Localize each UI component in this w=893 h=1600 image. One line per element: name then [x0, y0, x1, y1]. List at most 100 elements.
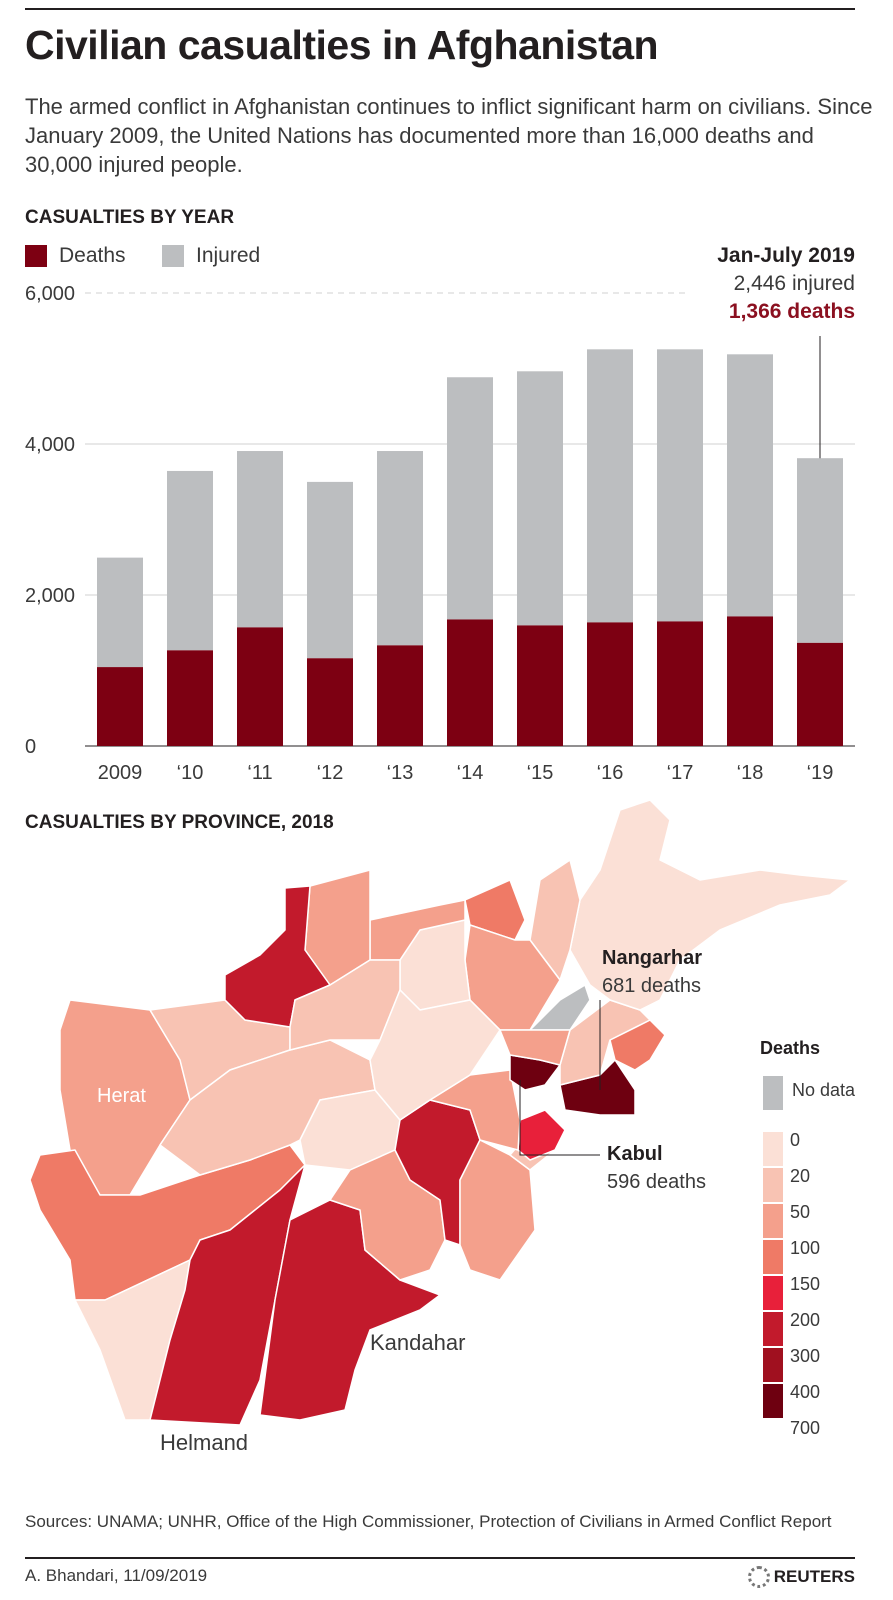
legend-injured: Injured	[162, 244, 260, 268]
kabul-leader-line	[519, 1080, 600, 1156]
callout-nangarhar: Nangarhar 681 deaths	[602, 944, 702, 1000]
y-tick-label: 2,000	[25, 585, 75, 607]
subtitle: The armed conflict in Afghanistan contin…	[25, 94, 873, 177]
bar-deaths	[447, 619, 493, 746]
bar-injured	[587, 349, 633, 623]
label-helmand: Helmand	[160, 1430, 249, 1455]
x-tick-label: ‘15	[527, 762, 554, 784]
province-helmand	[149, 1164, 306, 1426]
bar-injured	[727, 354, 773, 617]
y-tick-label: 0	[25, 736, 36, 758]
bar-injured	[237, 451, 283, 628]
injured-swatch	[162, 245, 184, 267]
legend-bin-swatch	[763, 1240, 783, 1274]
x-tick-label: ‘10	[177, 762, 204, 784]
footer-rule	[25, 1557, 855, 1559]
province-parwan	[499, 1029, 571, 1066]
bar-injured	[307, 481, 353, 659]
legend-bin-swatch	[763, 1312, 783, 1346]
bar-injured	[517, 371, 563, 626]
callout-kabul: Kabul 596 deaths	[607, 1140, 706, 1196]
legend-label: Injured	[196, 244, 261, 267]
callout-value: 681 deaths	[602, 975, 701, 997]
map-legend-title: Deaths	[760, 1038, 821, 1058]
annotation-2019: Jan-July 2019 2,446 injured 1,366 deaths	[717, 242, 855, 326]
province-kunduz	[464, 879, 526, 941]
province-wardak	[429, 1069, 521, 1151]
legend-bin-label: 0	[790, 1130, 800, 1150]
x-tick-label: 2009	[98, 762, 143, 784]
label-kandahar: Kandahar	[370, 1330, 466, 1355]
x-tick-label: ‘16	[597, 762, 624, 784]
bar-injured	[97, 557, 143, 668]
legend-bin-swatch	[763, 1204, 783, 1238]
province-map: 0 20 50 100 150 200 300 400 700	[29, 799, 851, 1438]
page-title: Civilian casualties in Afghanistan	[25, 22, 659, 68]
legend-bin-label: 100	[790, 1238, 820, 1258]
annotation-title: Jan-July 2019	[717, 244, 855, 267]
bar-deaths	[97, 667, 143, 746]
legend-bin-label: 200	[790, 1310, 820, 1330]
legend-max-label: 700	[790, 1418, 820, 1438]
annotation-deaths: 1,366 deaths	[728, 300, 855, 323]
y-tick-label: 4,000	[25, 434, 75, 456]
bar-deaths	[657, 621, 703, 746]
bar-injured	[657, 349, 703, 622]
annotation-injured: 2,446 injured	[733, 272, 855, 295]
x-tick-label: ‘11	[247, 762, 272, 784]
bar-deaths	[237, 627, 283, 746]
bar-injured	[167, 470, 213, 651]
bar-injured	[797, 458, 843, 643]
legend-deaths: Deaths	[25, 244, 126, 268]
bar-deaths	[377, 645, 423, 746]
reuters-logo: REUTERS	[747, 1566, 855, 1588]
byline: A. Bhandari, 11/09/2019	[25, 1566, 208, 1585]
bar-injured	[377, 451, 423, 646]
bar-deaths	[727, 616, 773, 746]
section-heading-province: CASUALTIES BY PROVINCE, 2018	[25, 812, 334, 833]
legend-bin-swatch	[763, 1348, 783, 1382]
y-tick-label: 6,000	[25, 283, 75, 305]
legend-label: Deaths	[59, 244, 126, 267]
no-data-label: No data	[792, 1080, 856, 1100]
province-bamyan	[369, 989, 501, 1121]
bar-deaths	[517, 625, 563, 746]
callout-name: Kabul	[607, 1143, 663, 1165]
legend-bin-label: 50	[790, 1202, 810, 1222]
sources: Sources: UNAMA; UNHR, Office of the High…	[25, 1512, 832, 1531]
legend-bin-label: 300	[790, 1346, 820, 1366]
bar-deaths	[167, 650, 213, 746]
legend-bin-label: 150	[790, 1274, 820, 1294]
legend-bin-swatch	[763, 1384, 783, 1418]
bar-deaths	[587, 622, 633, 746]
x-tick-label: ‘19	[807, 762, 834, 784]
x-tick-label: ‘14	[457, 762, 484, 784]
legend-bin-swatch	[763, 1132, 783, 1166]
label-herat: Herat	[97, 1085, 146, 1107]
x-tick-label: ‘12	[317, 762, 344, 784]
no-data-swatch	[763, 1076, 783, 1110]
top-rule	[25, 8, 855, 10]
province-nangarhar	[559, 1059, 636, 1116]
section-heading-year: CASUALTIES BY YEAR	[25, 207, 235, 228]
x-tick-label: ‘18	[737, 762, 764, 784]
x-tick-label: ‘13	[387, 762, 414, 784]
legend-bin-swatch	[763, 1276, 783, 1310]
province-badakhshan	[569, 799, 851, 1011]
province-logar	[517, 1109, 566, 1161]
reuters-logo-icon	[747, 1566, 770, 1588]
province-sar-e-pol	[289, 959, 401, 1051]
deaths-swatch	[25, 245, 47, 267]
province-faryab	[224, 885, 331, 1028]
legend-bin-swatch	[763, 1168, 783, 1202]
legend-bin-label: 20	[790, 1166, 810, 1186]
bar-chart: 0 2,000 4,000 6,000 2009 ‘10 ‘11 ‘12 ‘13 ‘14 ‘15 ‘1…	[25, 283, 855, 784]
callout-name: Nangarhar	[602, 947, 703, 969]
bar-injured	[447, 377, 493, 620]
bar-deaths	[797, 642, 843, 746]
x-tick-label: ‘17	[667, 762, 694, 784]
callout-value: 596 deaths	[607, 1171, 706, 1193]
brand-label: REUTERS	[773, 1567, 855, 1586]
bar-deaths	[307, 658, 353, 746]
